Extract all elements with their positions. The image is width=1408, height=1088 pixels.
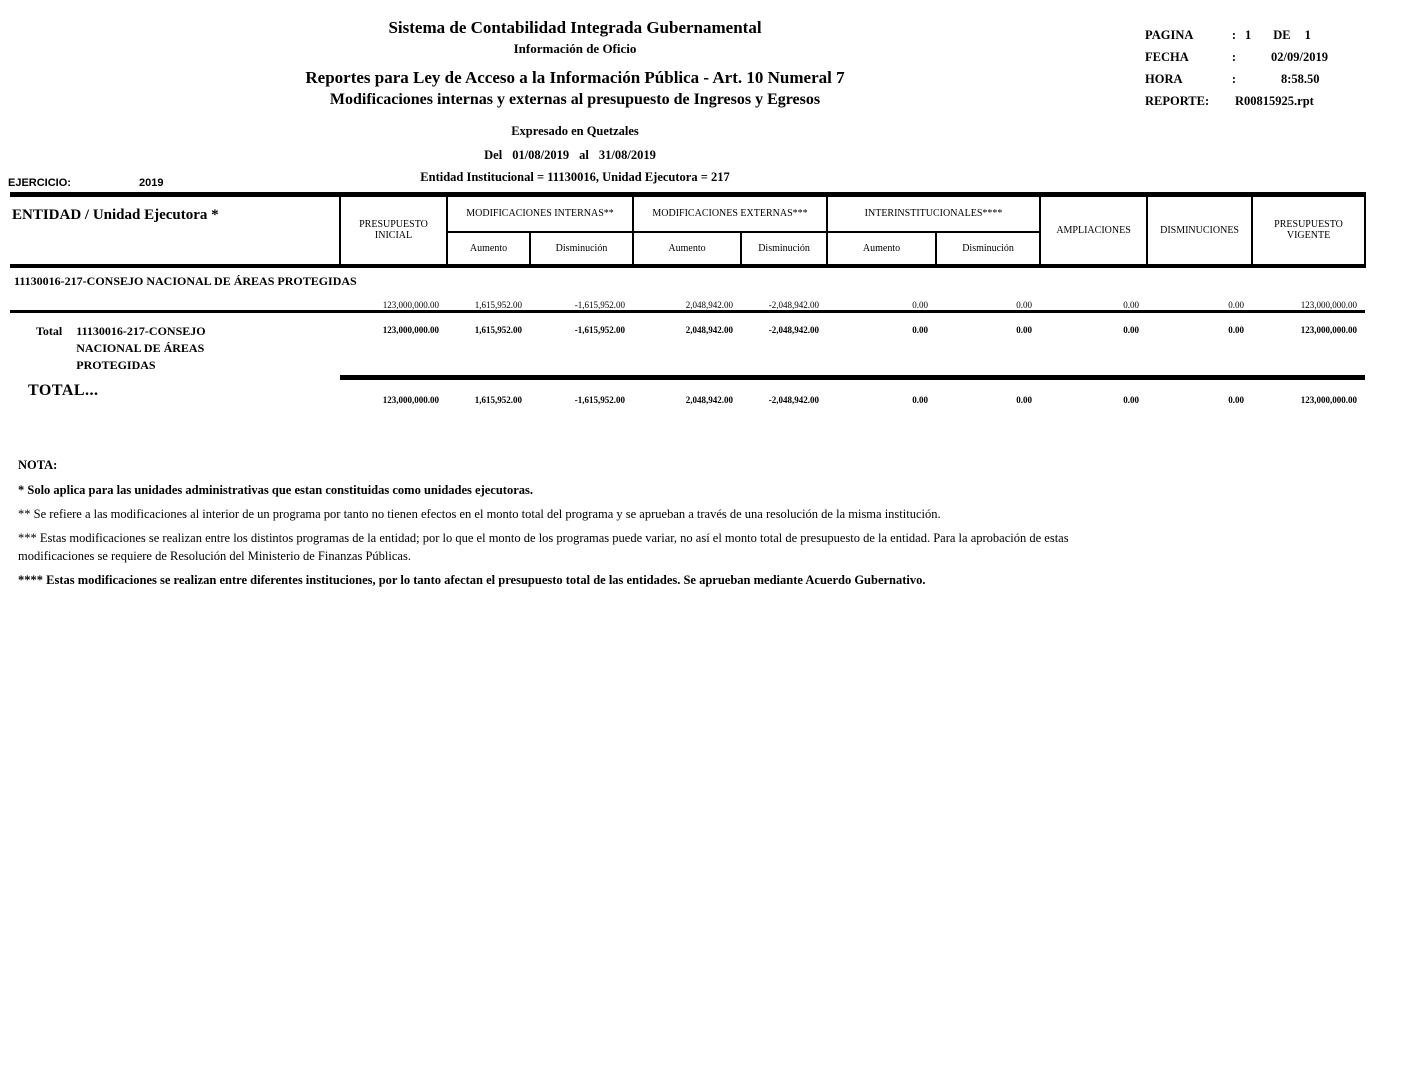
col-group-modificaciones-externas: MODIFICACIONES EXTERNAS*** [632,194,828,233]
grand-presupuesto-inicial: 123,000,000.00 [340,375,447,413]
fecha-colon: : [1231,50,1237,64]
total-interinst-aumento: 0.00 [827,309,937,378]
pagina-label: PAGINA [1145,28,1194,42]
subtitle-informacion-oficio: Información de Oficio [513,41,637,56]
pagina-colon: : [1231,28,1237,42]
system-title: Sistema de Contabilidad Integrada Gubern… [388,18,762,37]
col-header-entidad: ENTIDAD / Unidad Ejecutora * [12,207,219,223]
total-ampliaciones: 0.00 [1040,309,1148,378]
reporte-label: REPORTE: [1145,94,1210,108]
fecha-label: FECHA [1145,50,1189,64]
date-to: 31/08/2019 [598,148,656,162]
program-name [10,291,340,312]
col-subheader-aumento-internas: Aumento [446,231,530,266]
col-header-presupuesto-inicial: PRESUPUESTO INICIAL [339,194,447,266]
reporte-value: R00815925.rpt [1235,94,1314,108]
col-group-modificaciones-internas: MODIFICACIONES INTERNAS** [445,194,634,233]
pagina-value: 1 [1245,28,1252,42]
del-label: Del [484,148,503,162]
footnotes: NOTA: * Solo aplica para las unidades ad… [18,458,1090,595]
col-subheader-aumento-interinst: Aumento [826,231,937,266]
hora-value: 8:58.50 [1281,72,1320,86]
entity-total-name-cell: Total 11130016-217-CONSEJO NACIONAL DE Á… [10,309,340,378]
cell-internas-disminucion: -1,615,952.00 [574,299,626,310]
grand-ampliaciones: 0.00 [1040,375,1148,413]
note-4: **** Estas modificaciones se realizan en… [18,573,926,587]
entity-group-row: 11130016-217-CONSEJO NACIONAL DE ÁREAS P… [10,263,1366,291]
date-from: 01/08/2019 [512,148,570,162]
total-presupuesto-inicial: 123,000,000.00 [340,309,447,378]
total-externas-disminucion: -2,048,942.00 [741,309,828,378]
grand-internas-disminucion: -1,615,952.00 [530,375,634,413]
grand-total-label: TOTAL... [28,381,99,399]
currency-note: Expresado en Quetzales [511,124,639,138]
note-1: * Solo aplica para las unidades administ… [18,483,533,497]
entity-total-row: Total 11130016-217-CONSEJO NACIONAL DE Á… [10,309,1366,378]
grand-total-row: TOTAL... 123,000,000.00 1,615,952.00 -1,… [10,375,1366,413]
cell-disminuciones: 0.00 [1228,299,1245,310]
grand-interinst-disminucion: 0.00 [936,375,1041,413]
ejercicio-label: EJERCICIO: [8,177,71,189]
cell-externas-disminucion: -2,048,942.00 [768,299,820,310]
entity-filter-line: Entidad Institucional = 11130016, Unidad… [420,170,730,184]
col-subheader-disminucion-externas: Disminución [740,231,828,266]
meta-reporte-row: REPORTE: R00815925.rpt [1145,94,1375,109]
entity-group-title: 11130016-217-CONSEJO NACIONAL DE ÁREAS P… [10,263,1366,291]
table-row: 123,000,000.00 1,615,952.00 -1,615,952.0… [10,291,1365,312]
total-interinst-disminucion: 0.00 [936,309,1041,378]
total-externas-aumento: 2,048,942.00 [633,309,742,378]
meta-fecha-row: FECHA : 02/09/2019 [1145,50,1375,65]
report-meta: PAGINA : 1 DE 1 FECHA : 02/09/2019 HORA … [1145,28,1375,116]
al-label: al [579,148,589,162]
note-3: *** Estas modificaciones se realizan ent… [18,530,1069,564]
meta-pagina-row: PAGINA : 1 DE 1 [1145,28,1375,43]
grand-externas-disminucion: -2,048,942.00 [741,375,828,413]
report-title: Reportes para Ley de Acceso a la Informa… [305,68,845,87]
total-internas-disminucion: -1,615,952.00 [530,309,634,378]
col-subheader-aumento-externas: Aumento [632,231,742,266]
total-internas-aumento: 1,615,952.00 [447,309,530,378]
hora-colon: : [1231,72,1237,86]
grand-interinst-aumento: 0.00 [827,375,937,413]
col-group-interinstitucionales: INTERINSTITUCIONALES**** [826,194,1041,233]
grand-internas-aumento: 1,615,952.00 [447,375,530,413]
hora-label: HORA [1145,72,1183,86]
col-subheader-disminucion-internas: Disminución [528,231,634,266]
grand-disminuciones: 0.00 [1147,375,1253,413]
total-presupuesto-vigente: 123,000,000.00 [1252,309,1366,378]
fecha-value: 02/09/2019 [1271,50,1328,64]
cell-presupuesto-vigente: 123,000,000.00 [1300,299,1358,310]
report-header: Sistema de Contabilidad Integrada Gubern… [0,18,1150,185]
meta-hora-row: HORA : 8:58.50 [1145,72,1375,87]
col-subheader-disminucion-interinst: Disminución [935,231,1041,266]
report-subtitle: Modificaciones internas y externas al pr… [329,91,821,108]
col-header-disminuciones: DISMINUCIONES [1146,194,1253,266]
col-header-presupuesto-vigente: PRESUPUESTO VIGENTE [1251,194,1367,266]
cell-interinst-disminucion: 0.00 [1016,299,1033,310]
de-label: DE [1273,28,1291,42]
cell-presupuesto-inicial: 123,000,000.00 [382,299,439,310]
de-value: 1 [1304,28,1311,42]
cell-externas-aumento: 2,048,942.00 [685,299,734,310]
ejercicio-value: 2019 [138,177,164,189]
nota-title: NOTA: [18,458,58,472]
cell-interinst-aumento: 0.00 [912,299,929,310]
note-2: ** Se refiere a las modificaciones al in… [18,506,941,521]
grand-presupuesto-vigente: 123,000,000.00 [1252,375,1366,413]
col-header-ampliaciones: AMPLIACIONES [1039,194,1148,266]
cell-ampliaciones: 0.00 [1123,299,1140,310]
ejercicio-line: EJERCICIO: 2019 [8,177,163,189]
table-header: ENTIDAD / Unidad Ejecutora * PRESUPUESTO… [10,194,1367,266]
total-label: Total [36,323,63,338]
grand-externas-aumento: 2,048,942.00 [633,375,742,413]
budget-modifications-table: ENTIDAD / Unidad Ejecutora * PRESUPUESTO… [10,192,1367,413]
cell-internas-aumento: 1,615,952.00 [474,299,522,310]
total-entity-name: 11130016-217-CONSEJO NACIONAL DE ÁREAS P… [76,323,206,372]
period-line: Del 01/08/2019 al 31/08/2019 [0,148,1150,163]
total-disminuciones: 0.00 [1147,309,1253,378]
